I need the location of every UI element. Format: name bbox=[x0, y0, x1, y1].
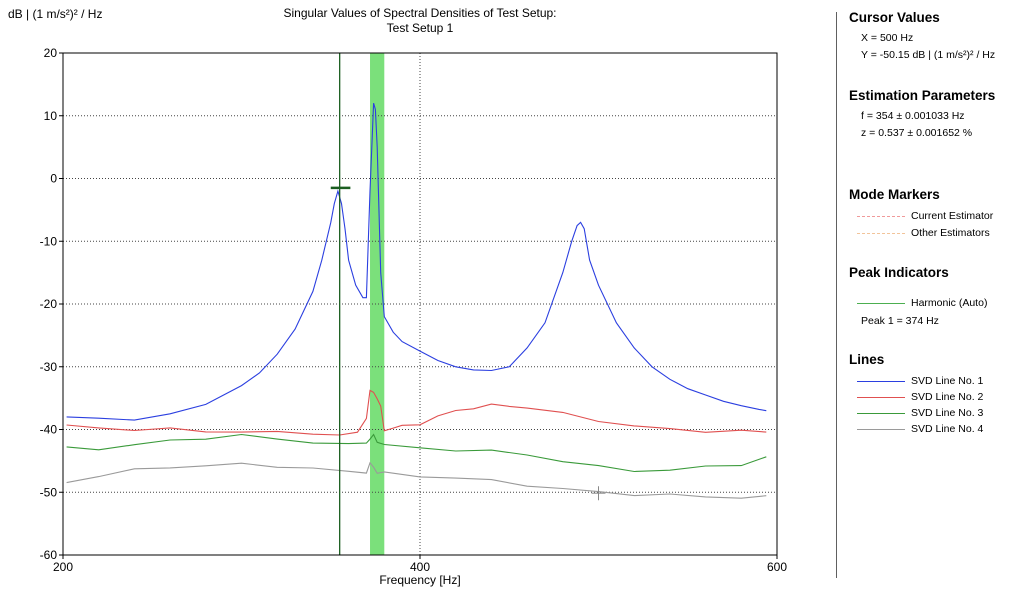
legend-label: Other Estimators bbox=[911, 227, 990, 239]
x-axis-label: Frequency [Hz] bbox=[379, 573, 461, 587]
estimated-frequency: f = 354 ± 0.001033 Hz bbox=[861, 110, 965, 122]
x-tick-label: 400 bbox=[410, 560, 430, 574]
x-tick-label: 600 bbox=[767, 560, 787, 574]
legend-swatch bbox=[857, 381, 905, 382]
legend-label: SVD Line No. 2 bbox=[911, 391, 984, 403]
y-axis-unit-label: dB | (1 m/s²)² / Hz bbox=[8, 7, 103, 21]
y-tick-label: -30 bbox=[40, 360, 58, 374]
legend-swatch bbox=[857, 429, 905, 430]
legend-swatch bbox=[857, 413, 905, 414]
chart-title: Singular Values of Spectral Densities of… bbox=[230, 6, 610, 36]
y-tick-label: 20 bbox=[44, 46, 58, 60]
y-tick-label: -10 bbox=[40, 234, 58, 248]
legend-label: SVD Line No. 4 bbox=[911, 423, 984, 435]
legend-label: Harmonic (Auto) bbox=[911, 297, 988, 309]
lines-title: Lines bbox=[849, 352, 885, 367]
series-line-4 bbox=[66, 461, 767, 499]
series-line-1 bbox=[66, 103, 767, 421]
legend-swatch bbox=[857, 233, 905, 234]
x-tick-label: 200 bbox=[53, 560, 73, 574]
cursor-x-value: X = 500 Hz bbox=[861, 32, 914, 44]
legend-swatch bbox=[857, 397, 905, 398]
panel-divider[interactable] bbox=[836, 12, 837, 578]
chart-title-line: Singular Values of Spectral Densities of… bbox=[283, 6, 557, 20]
harmonic-band bbox=[370, 53, 385, 555]
chart-subtitle: Test Setup 1 bbox=[386, 21, 454, 35]
legend-label: SVD Line No. 1 bbox=[911, 375, 984, 387]
peak-indicators-title: Peak Indicators bbox=[849, 265, 949, 280]
legend-label: Current Estimator bbox=[911, 210, 994, 222]
peak-value-text: Peak 1 = 374 Hz bbox=[861, 315, 939, 327]
y-tick-label: -60 bbox=[40, 548, 58, 562]
estimation-parameters-title: Estimation Parameters bbox=[849, 88, 996, 103]
legend-swatch bbox=[857, 216, 905, 217]
estimated-damping: z = 0.537 ± 0.001652 % bbox=[861, 127, 973, 139]
series-line-3 bbox=[66, 433, 767, 473]
mode-markers-title: Mode Markers bbox=[849, 187, 940, 202]
chart-area[interactable]: dB | (1 m/s²)² / Hz Singular Values of S… bbox=[0, 0, 830, 594]
y-tick-label: -40 bbox=[40, 423, 58, 437]
y-tick-label: 0 bbox=[50, 172, 57, 186]
legend-swatch bbox=[857, 303, 905, 304]
series-line-2 bbox=[66, 389, 767, 436]
y-tick-label: 10 bbox=[44, 109, 58, 123]
y-tick-label: -50 bbox=[40, 485, 58, 499]
cursor-y-value: Y = -50.15 dB | (1 m/s²)² / Hz bbox=[861, 49, 996, 61]
legend-label: SVD Line No. 3 bbox=[911, 407, 984, 419]
y-tick-label: -20 bbox=[40, 297, 58, 311]
cursor-values-title: Cursor Values bbox=[849, 10, 940, 25]
